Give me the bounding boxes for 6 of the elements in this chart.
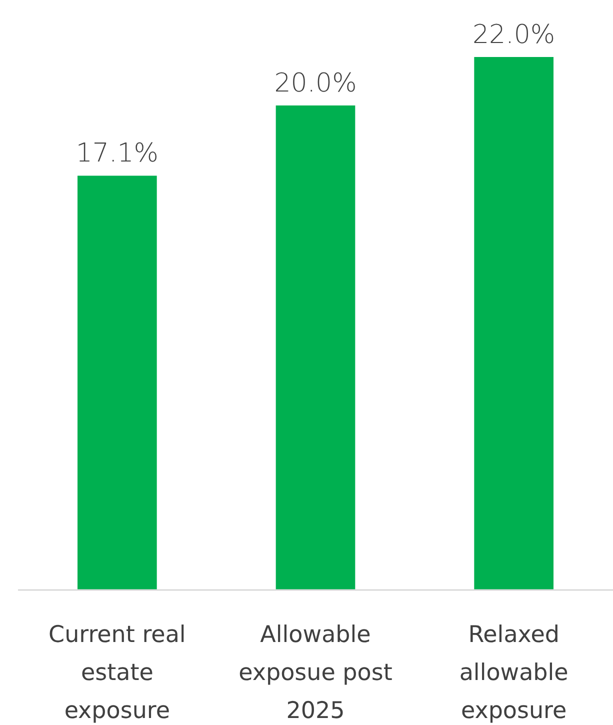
x-tick-label: Allowable exposue post 2025 [238, 622, 392, 724]
data-label: 22.0% [472, 20, 556, 50]
x-tick-label: Relaxed allowable exposure [459, 622, 568, 724]
data-label: 17.1% [76, 138, 158, 169]
x-tick-label: Current real estate exposure [48, 622, 186, 724]
data-label: 20.0% [274, 68, 357, 98]
